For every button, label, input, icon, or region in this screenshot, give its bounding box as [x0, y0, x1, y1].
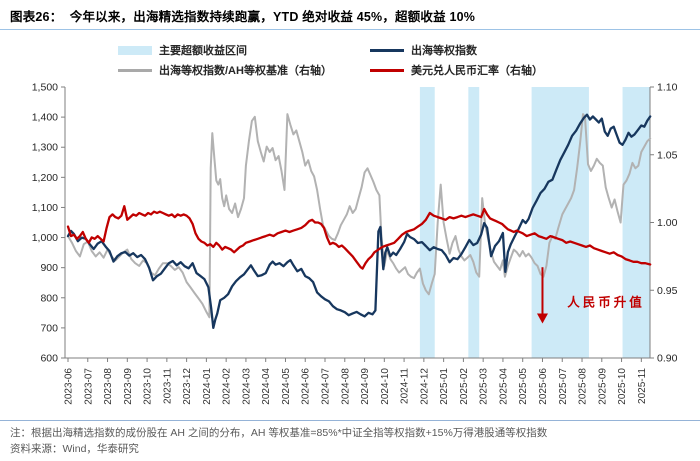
legend-label: 主要超额收益区间 — [159, 45, 247, 57]
x-axis-label: 2025-04 — [498, 368, 509, 405]
x-axis-label: 2024-07 — [321, 368, 332, 405]
legend-label: 出海等权指数 — [411, 45, 477, 57]
x-axis-label: 2023-06 — [64, 368, 75, 405]
source-note: 资料来源：Wind，华泰研究 — [10, 443, 139, 455]
left-axis-label: 700 — [40, 322, 58, 334]
x-axis-label: 2024-03 — [241, 368, 252, 405]
x-axis-label: 2025-08 — [578, 368, 589, 405]
right-axis-label: 1.10 — [657, 82, 678, 94]
x-axis-label: 2023-09 — [123, 368, 134, 405]
excess-return-band — [622, 87, 650, 358]
excess-return-band — [468, 87, 480, 358]
x-axis-label: 2025-11 — [637, 368, 648, 404]
series-usdcny-rate — [66, 205, 652, 270]
figure-title: 图表26： 今年以来，出海精选指数持续跑赢，YTD 绝对收益 45%，超额收益 … — [10, 10, 476, 24]
x-axis-label: 2024-01 — [202, 368, 213, 405]
right-axis-label: 0.90 — [657, 353, 678, 365]
left-axis-label: 900 — [40, 262, 58, 274]
right-axis-label: 0.95 — [657, 285, 678, 297]
x-axis-label: 2024-08 — [340, 368, 351, 405]
legend-item-chuhai-index: 出海等权指数 — [370, 42, 477, 58]
x-axis-label: 2024-12 — [419, 368, 430, 405]
legend-label: 美元兑人民币汇率（右轴） — [411, 65, 543, 77]
x-axis-label: 2025-05 — [518, 368, 529, 405]
left-axis-label: 1,400 — [32, 112, 58, 124]
left-axis-label: 1,300 — [32, 142, 58, 154]
footer-divider — [0, 420, 700, 421]
x-axis-label: 2024-10 — [380, 368, 391, 405]
legend-item-excess-return-band: 主要超额收益区间 — [118, 42, 247, 58]
x-axis-label: 2023-08 — [103, 368, 114, 405]
series-ratio-vs-ah-benchmark — [67, 113, 652, 319]
left-axis-label: 1,200 — [32, 172, 58, 184]
legend-label: 出海等权指数/AH等权基准（右轴） — [159, 65, 332, 77]
excess-return-band — [419, 87, 435, 358]
x-axis-label: 2023-11 — [162, 368, 173, 404]
footnote: 注：根据出海精选指数的成份股在 AH 之间的分布，AH 等权基准=85%*中证全… — [10, 427, 548, 439]
left-axis-label: 800 — [40, 292, 58, 304]
cny-appreciation-label: 人民币升值 — [567, 294, 645, 309]
x-axis-label: 2024-11 — [400, 368, 411, 404]
x-axis-label: 2025-03 — [479, 368, 490, 405]
title-divider — [0, 29, 700, 30]
red-line-swatch-icon — [370, 68, 404, 72]
arrowhead-icon — [536, 313, 548, 324]
x-axis-label: 2024-04 — [261, 368, 272, 405]
dual-axis-line-chart: 1,500 1,400 1,300 1,200 1,100 1,000 900 800 700 6… — [32, 82, 678, 405]
left-axis-label: 1,000 — [32, 232, 58, 244]
left-axis-label: 1,100 — [32, 202, 58, 214]
x-axis-label: 2023-07 — [83, 368, 94, 405]
gray-line-swatch-icon — [118, 68, 152, 72]
left-axis-label: 600 — [40, 353, 58, 365]
x-axis-label: 2024-05 — [281, 368, 292, 405]
navy-line-swatch-icon — [370, 48, 404, 52]
x-axis-label: 2024-02 — [222, 368, 233, 405]
left-axis-label: 1,500 — [32, 82, 58, 94]
x-axis-label: 2024-06 — [301, 368, 312, 405]
x-axis-label: 2023-12 — [182, 368, 193, 405]
right-axis-label: 1.05 — [657, 149, 678, 161]
series-chuhai-index — [66, 113, 652, 330]
right-axis-label: 1.00 — [657, 217, 678, 229]
legend-item-usdcny: 美元兑人民币汇率（右轴） — [370, 62, 543, 78]
x-axis-label: 2025-07 — [558, 368, 569, 405]
legend-item-ratio-benchmark: 出海等权指数/AH等权基准（右轴） — [118, 62, 332, 78]
x-axis-label: 2025-06 — [538, 368, 549, 405]
x-axis-label: 2025-02 — [459, 368, 470, 405]
x-axis-label: 2023-10 — [143, 368, 154, 405]
x-axis-label: 2024-09 — [360, 368, 371, 405]
x-axis-label: 2025-01 — [439, 368, 450, 405]
x-axis-label: 2025-10 — [617, 368, 628, 405]
band-swatch-icon — [118, 45, 152, 55]
x-axis-label: 2025-09 — [597, 368, 608, 405]
